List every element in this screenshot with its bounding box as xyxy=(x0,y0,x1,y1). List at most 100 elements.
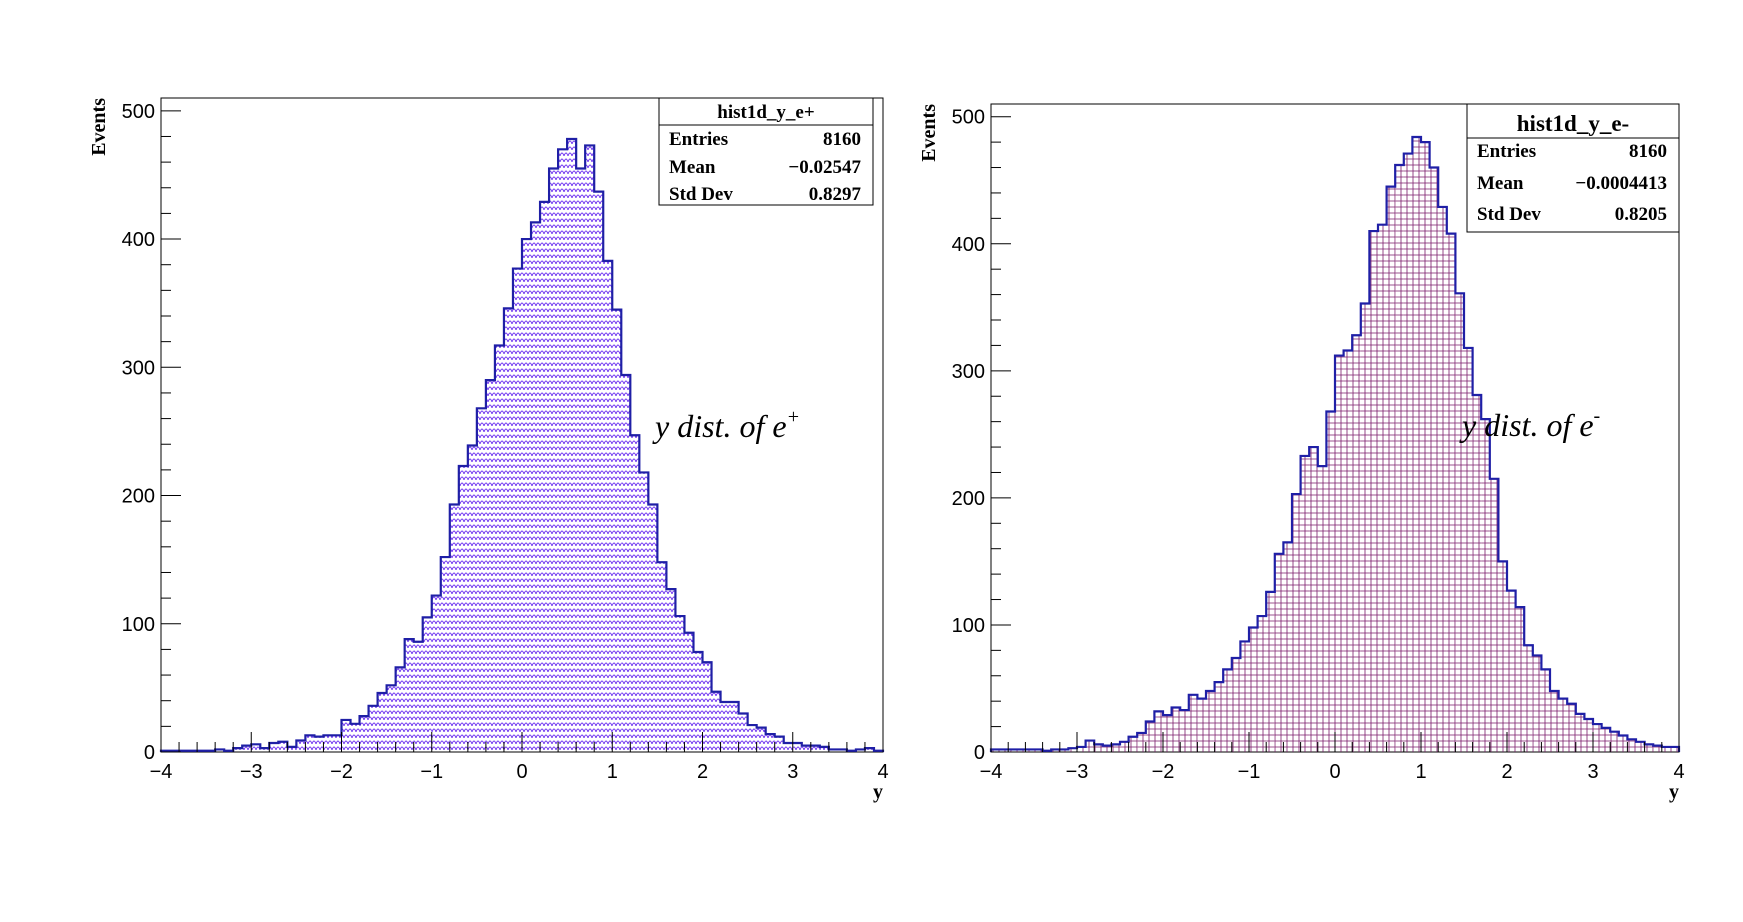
histogram-bar-left xyxy=(819,746,829,752)
histogram-bar-left xyxy=(693,651,703,752)
y-tick-label-left: 100 xyxy=(122,614,155,636)
histogram-bar-left xyxy=(386,685,396,752)
histogram-bar-left xyxy=(422,617,432,752)
y-tick-label-left: 200 xyxy=(122,486,155,508)
histogram-bar-left xyxy=(855,749,865,752)
histogram-bar-left xyxy=(612,309,622,752)
y-tick-label-right: 200 xyxy=(952,488,985,510)
histogram-bar-right xyxy=(1515,607,1525,752)
x-tick-label-right: −3 xyxy=(1066,761,1089,783)
histogram-bar-right xyxy=(1008,749,1017,752)
histogram-bar-right xyxy=(1231,657,1241,752)
y-tick-label-right: 300 xyxy=(952,361,985,383)
histogram-bar-left xyxy=(702,662,712,752)
histogram-bar-left xyxy=(801,745,811,752)
stats-stddev-value-right: 0.8205 xyxy=(1615,204,1667,225)
histogram-bar-right xyxy=(1584,718,1593,752)
y-tick-label-left: 300 xyxy=(122,357,155,379)
histogram-bar-right xyxy=(1593,724,1602,752)
x-tick-label-left: −1 xyxy=(420,761,443,783)
histogram-bar-left xyxy=(522,239,532,752)
histogram-bar-right xyxy=(1360,303,1370,752)
histogram-bar-right xyxy=(1120,741,1129,752)
histogram-bar-right xyxy=(1558,698,1568,752)
histogram-bar-right xyxy=(1464,347,1473,752)
histogram-bar-right xyxy=(1214,682,1224,752)
histogram-bar-right xyxy=(1627,739,1636,752)
x-tick-label-left: 1 xyxy=(607,761,618,783)
histogram-bar-right xyxy=(1343,350,1353,752)
histogram-bar-right xyxy=(1077,746,1086,752)
stats-entries-value-right: 8160 xyxy=(1629,141,1667,162)
histogram-bar-left xyxy=(567,139,577,753)
histogram-bar-right xyxy=(1180,710,1189,752)
stats-stddev-value-left: 0.8297 xyxy=(809,184,862,205)
histogram-bar-left xyxy=(621,374,631,752)
histogram-bar-left xyxy=(269,743,279,752)
histogram-bar-right xyxy=(1128,736,1138,752)
histogram-bar-left xyxy=(449,504,459,752)
histogram-bar-right xyxy=(991,749,1000,752)
histogram-bar-left xyxy=(287,746,297,752)
annotation-left: y dist. of e+ xyxy=(652,406,800,444)
histogram-bar-right xyxy=(1369,231,1378,752)
x-tick-label-left: 2 xyxy=(697,761,708,783)
histogram-bar-right xyxy=(1661,746,1671,752)
histogram-bar-right xyxy=(1145,721,1155,752)
annotation-text-right: y dist. of e xyxy=(1459,407,1594,443)
stats-title-left: hist1d_y_e+ xyxy=(717,102,814,123)
stats-stddev-label-right: Std Dev xyxy=(1477,204,1541,225)
histogram-bar-left xyxy=(395,667,405,752)
y-tick-label-right: 0 xyxy=(974,742,985,764)
annotation-sup-left: + xyxy=(787,406,801,428)
y-ticks-left: 0 100 200 300 400 500 xyxy=(122,101,181,764)
histogram-bar-left xyxy=(431,595,441,752)
histogram-bar-right xyxy=(999,749,1009,752)
histogram-bar-left xyxy=(738,713,748,752)
x-tick-label-right: 2 xyxy=(1501,761,1512,783)
x-ticks-right: −4 −3 −2 −1 0 1 2 3 4 xyxy=(980,732,1685,783)
x-tick-label-left: 4 xyxy=(877,761,888,783)
histogram-bar-right xyxy=(1507,590,1516,752)
histogram-bar-right xyxy=(1403,153,1413,752)
histogram-bar-left xyxy=(314,736,324,752)
bars-right xyxy=(991,137,1679,753)
x-axis-title-right: y xyxy=(1669,781,1679,803)
histogram-bar-right xyxy=(1412,137,1421,753)
histogram-bar-left xyxy=(350,723,360,752)
x-axis-title-left: y xyxy=(873,781,883,803)
annotation-sup-right: - xyxy=(1594,405,1601,427)
histogram-bar-right xyxy=(1051,749,1060,752)
histogram-bar-left xyxy=(278,741,288,752)
histogram-bar-right xyxy=(1317,466,1327,752)
histogram-bar-left xyxy=(305,735,315,752)
y-tick-label-left: 0 xyxy=(144,742,155,764)
histogram-bar-right xyxy=(1283,542,1292,752)
histogram-bar-left xyxy=(233,748,243,752)
histogram-bar-right xyxy=(1292,494,1301,752)
histogram-bar-left xyxy=(603,260,613,752)
x-tick-label-left: 0 xyxy=(516,761,527,783)
histogram-bar-left xyxy=(783,743,793,752)
histogram-bar-left xyxy=(260,748,270,752)
histogram-bar-right xyxy=(1446,233,1456,753)
y-tick-label-left: 500 xyxy=(122,101,155,123)
histogram-bar-left xyxy=(576,168,586,752)
histogram-bar-left xyxy=(666,589,676,752)
histogram-bar-left xyxy=(549,168,559,752)
histogram-bar-left xyxy=(747,725,757,752)
histogram-bar-right xyxy=(1171,707,1181,752)
histogram-bar-left xyxy=(296,740,306,752)
histogram-bar-right xyxy=(1240,641,1249,752)
x-tick-label-right: −2 xyxy=(1152,761,1175,783)
histogram-bar-left xyxy=(540,201,550,752)
histogram-bar-right xyxy=(1550,691,1559,752)
y-ticks-right: 0 100 200 300 400 500 xyxy=(952,107,1011,764)
histogram-bar-right xyxy=(1532,655,1542,752)
x-tick-label-left: 3 xyxy=(787,761,798,783)
histogram-bar-right xyxy=(1335,355,1344,752)
y-tick-label-left: 400 xyxy=(122,229,155,251)
bars-left xyxy=(161,139,883,753)
